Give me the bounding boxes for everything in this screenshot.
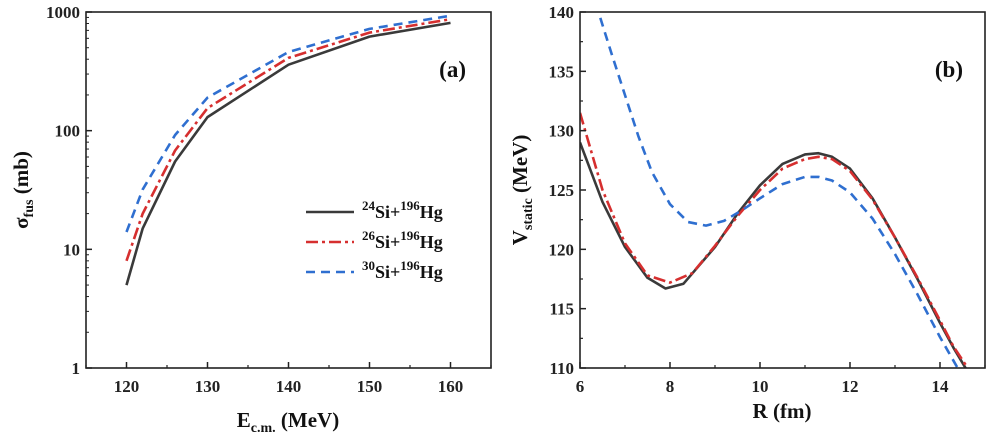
panel-b-label: (b) xyxy=(935,57,963,82)
x-tick-label: 160 xyxy=(438,377,464,396)
panel-b-y-axis-label: Vstatic (MeV) xyxy=(508,135,536,246)
y-tick-label: 100 xyxy=(55,122,81,141)
y-tick-label: 120 xyxy=(549,240,575,259)
y-tick-label: 135 xyxy=(549,62,575,81)
series-line-2 xyxy=(125,17,451,262)
panel-b: 6 8 10 12 14 110 115 120 125 130 135 140 (b) R (fm… xyxy=(508,3,986,423)
panel-a-x-ticks: 120 130 140 150 160 xyxy=(85,362,492,396)
y-tick-label: 1 xyxy=(72,359,81,378)
panel-a-label: (a) xyxy=(439,57,466,82)
y-tick-label: 10 xyxy=(63,240,80,259)
y-tick-label: 140 xyxy=(549,3,575,22)
panel-a-series xyxy=(125,14,451,286)
x-tick-label: 10 xyxy=(752,377,769,396)
legend-label-1: 24Si+196Hg xyxy=(362,198,443,222)
panel-b-x-ticks: 6 8 10 12 14 xyxy=(576,362,986,396)
y-tick-label: 110 xyxy=(549,359,574,378)
panel-b-series xyxy=(580,17,970,368)
x-tick-label: 120 xyxy=(114,377,140,396)
y-tick-label: 1000 xyxy=(46,3,80,22)
x-tick-label: 130 xyxy=(195,377,221,396)
panel-a-legend: 24Si+196Hg 26Si+196Hg 30Si+196Hg xyxy=(306,198,443,282)
x-tick-label: 12 xyxy=(842,377,859,396)
series-line-3 xyxy=(599,17,960,368)
series-line-3 xyxy=(125,14,451,233)
panel-a-y-axis-label: σfus (mb) xyxy=(9,151,37,229)
y-tick-label: 130 xyxy=(549,122,575,141)
x-tick-label: 150 xyxy=(357,377,383,396)
panel-a: 120 130 140 150 160 1 10 100 1000 (a) Ec.m. (Me… xyxy=(9,3,492,436)
y-tick-label: 125 xyxy=(549,181,575,200)
panel-a-x-axis-label: Ec.m. (MeV) xyxy=(237,408,339,436)
x-tick-label: 8 xyxy=(666,377,675,396)
legend-label-2: 26Si+196Hg xyxy=(362,228,443,252)
x-tick-label: 140 xyxy=(276,377,302,396)
legend-label-3: 30Si+196Hg xyxy=(362,258,443,282)
y-tick-label: 115 xyxy=(549,300,574,319)
x-tick-label: 14 xyxy=(932,377,950,396)
panel-b-y-ticks: 110 115 120 125 130 135 140 xyxy=(549,3,586,378)
series-line-2 xyxy=(580,112,970,368)
panel-b-x-axis-label: R (fm) xyxy=(753,399,812,423)
x-tick-label: 6 xyxy=(576,377,585,396)
series-line-1 xyxy=(125,21,451,286)
panel-b-frame xyxy=(579,11,986,369)
panel-a-y-ticks: 1 10 100 1000 xyxy=(46,3,92,378)
